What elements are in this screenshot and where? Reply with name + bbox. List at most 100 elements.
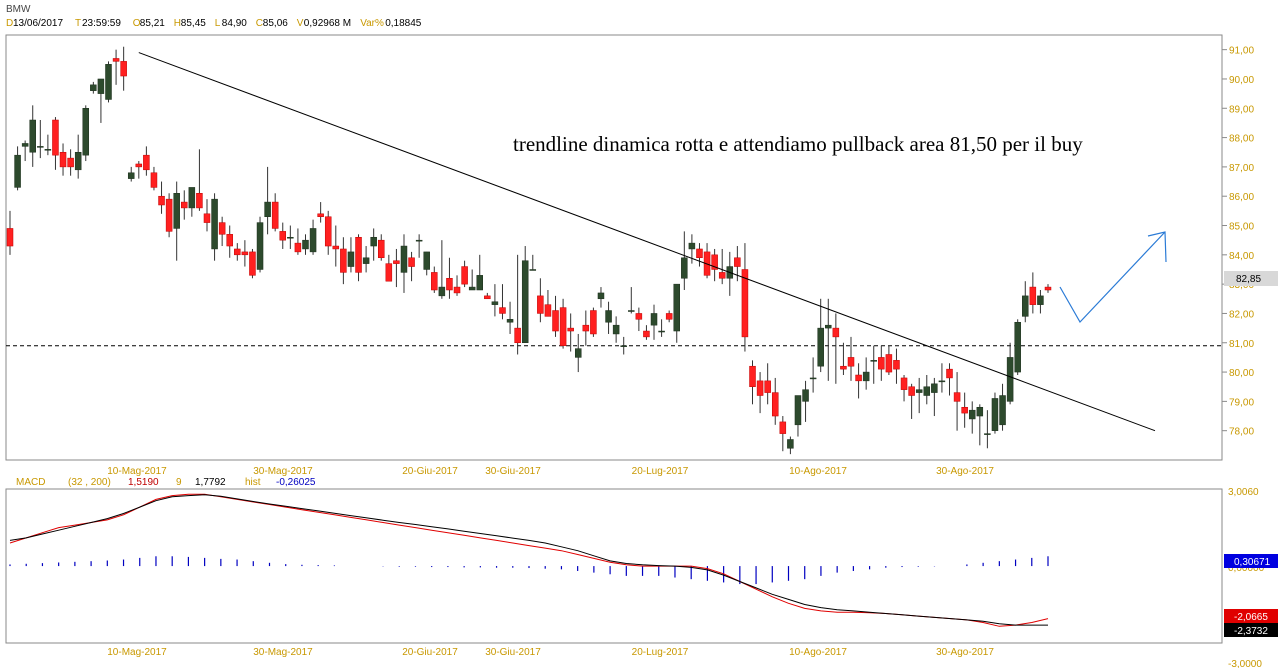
y-tick-label: 78,00 (1229, 427, 1254, 438)
candle-body (809, 377, 817, 380)
candle-body (491, 301, 499, 305)
candle-body (552, 310, 559, 332)
candle-body (968, 409, 976, 420)
candle-body (931, 383, 938, 393)
arrow-head (1147, 231, 1167, 263)
x-tick-label: 10-Mag-2017 (107, 466, 167, 477)
candle-body (847, 357, 855, 367)
ohlc-header: D 13/06/2017 T 23:59:59 O 85,21 H 85,45 L 84,90 C 8… (6, 18, 422, 29)
candle-body (643, 330, 650, 338)
candle-body (264, 201, 271, 217)
header-field-label: T (75, 18, 81, 29)
candle-body (484, 295, 491, 300)
header-field-value: 0,92968 M (304, 18, 351, 29)
candle-body (544, 304, 552, 317)
header-field-value: 85,06 (263, 18, 288, 29)
candle-body (620, 345, 627, 347)
macd-tag-macd-bg (1224, 609, 1278, 623)
candle-body (612, 324, 620, 335)
candle-body (825, 324, 832, 329)
candle-body (173, 193, 180, 229)
candle-body (446, 278, 453, 291)
macd-legend-hist-value: -0,26025 (276, 477, 316, 488)
candle-body (787, 439, 794, 449)
candle-body (1006, 357, 1014, 402)
candle-body (370, 236, 377, 247)
price-y-axis: 78,0079,0080,0081,0082,0083,0084,0085,00… (1222, 46, 1254, 438)
candle-body (923, 386, 931, 396)
candle-body (218, 222, 226, 235)
x-axis-bottom: 10-Mag-2017 30-Mag-2017 20-Giu-2017 30-Giu-… (107, 647, 994, 658)
y-tick-label: 84,00 (1229, 251, 1254, 262)
candle-body (461, 266, 468, 285)
header-field-value: 23:59:59 (82, 18, 121, 29)
y-tick-label: 80,00 (1229, 368, 1254, 379)
candle-body (105, 64, 112, 100)
candle-body (779, 421, 787, 434)
candle-body (521, 260, 529, 344)
candle-body (203, 213, 211, 223)
x-tick-label: 10-Ago-2017 (789, 466, 847, 477)
candle-body (1029, 286, 1037, 305)
candle-body (711, 254, 718, 270)
candle-body (165, 198, 173, 232)
candles-group (6, 46, 1052, 455)
x-tick-label: 10-Ago-2017 (789, 647, 847, 658)
macd-axis-bottom: -3,0000 (1228, 659, 1262, 668)
signal-line (9, 494, 1048, 626)
candle-body (271, 201, 279, 229)
candle-body (340, 248, 347, 273)
y-tick-label: 90,00 (1229, 75, 1254, 86)
x-axis-top: 10-Mag-2017 30-Mag-2017 20-Giu-2017 30-Giu-… (107, 466, 994, 477)
candle-body (628, 310, 635, 312)
candle-body (605, 310, 612, 323)
macd-legend-hist-label: hist (245, 477, 261, 488)
header-field-value: 13/06/2017 (13, 18, 63, 29)
candle-body (29, 119, 36, 153)
candle-body (127, 172, 135, 179)
candle-body (696, 248, 703, 259)
candle-body (650, 313, 658, 326)
candle-body (135, 163, 143, 168)
last-price-label: 82,85 (1236, 274, 1261, 285)
candle-body (893, 360, 900, 370)
candle-body (1044, 286, 1052, 291)
candle-body (21, 143, 29, 147)
candle-body (946, 368, 953, 379)
candle-body (362, 257, 370, 264)
candle-body (582, 324, 590, 332)
candle-body (150, 172, 158, 188)
header-field-value: 85,21 (140, 18, 165, 29)
macd-tag-hist-bg (1224, 554, 1278, 568)
candle-body (302, 239, 309, 250)
candle-body (14, 154, 21, 188)
header-field-label: L (215, 18, 221, 29)
candle-body (938, 380, 946, 383)
candle-body (158, 195, 165, 206)
candle-body (991, 398, 999, 431)
header-field-value: 0,18845 (385, 18, 422, 29)
candle-body (794, 395, 802, 426)
candle-body (802, 389, 809, 402)
candle-body (832, 327, 840, 338)
candle-body (52, 119, 59, 156)
candle-body (415, 239, 423, 242)
candle-body (431, 272, 438, 291)
candle-body (143, 154, 150, 171)
candle-body (196, 193, 203, 209)
x-tick-label: 20-Lug-2017 (632, 466, 689, 477)
price-panel (5, 34, 1223, 461)
macd-y-axis: 3,0060 0,00000 -3,0000 (1228, 487, 1265, 668)
candle-body (347, 251, 355, 267)
candle-body (665, 313, 673, 320)
candle-body (287, 236, 294, 239)
candle-body (1014, 321, 1021, 373)
candle-body (234, 248, 241, 256)
last-price-tag (1224, 271, 1278, 286)
candle-body (574, 348, 582, 358)
candle-body (764, 380, 771, 393)
candle-body (756, 380, 764, 396)
candle-body (59, 151, 67, 168)
macd-value-tags: 0,30671 -2,0665 -2,3732 (1224, 554, 1278, 637)
